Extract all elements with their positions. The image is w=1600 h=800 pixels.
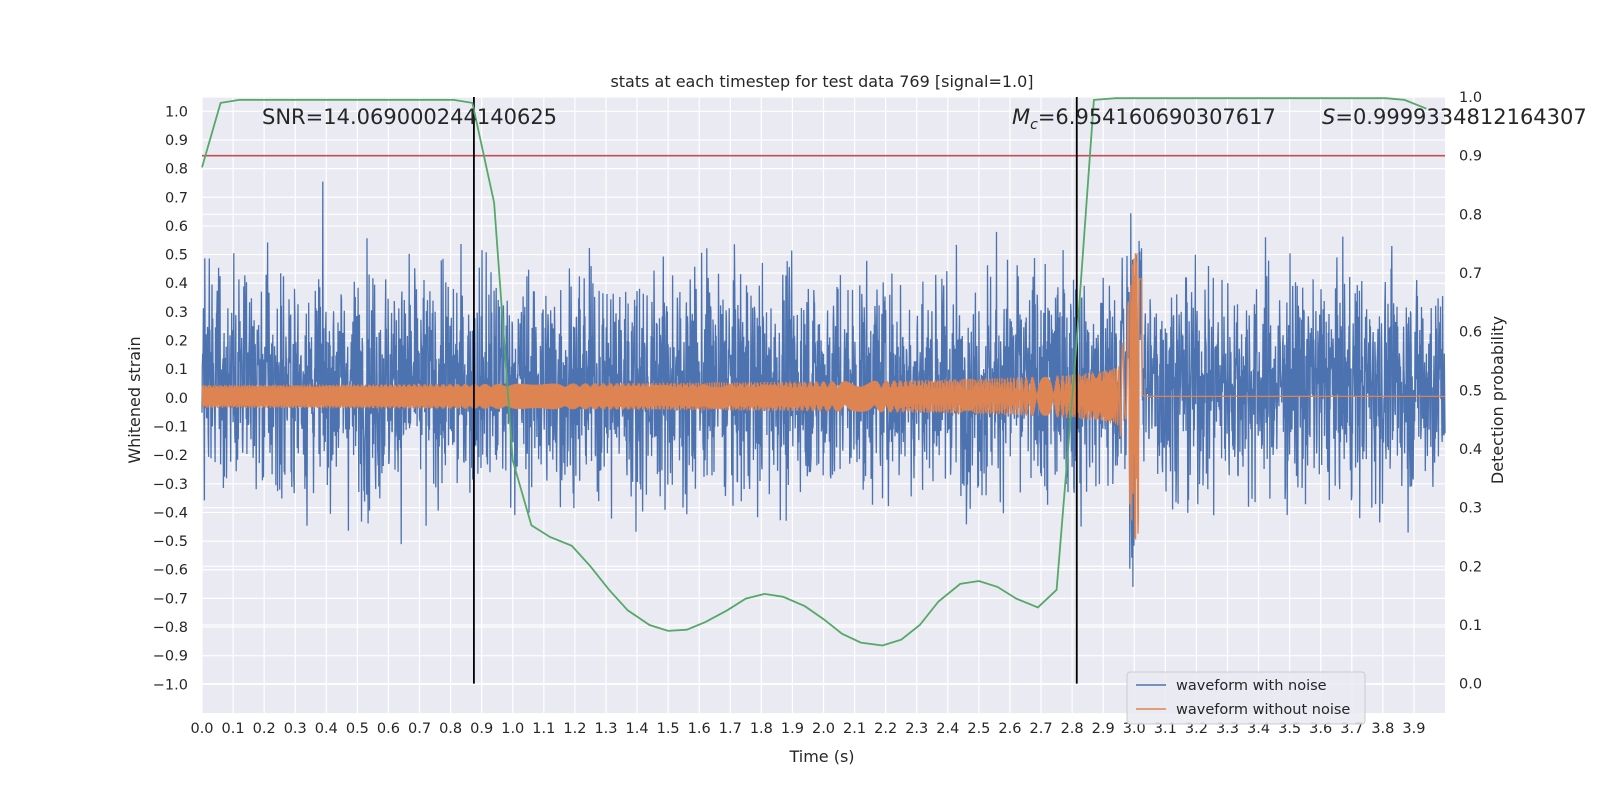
x-tick-label: 3.2 [1185,721,1208,737]
x-tick-label: 0.7 [408,721,431,737]
s-annotation: S=0.9999334812164307 [1322,105,1587,129]
y2-axis-label: Detection probability [1488,316,1507,484]
y-tick-label: −0.7 [153,591,188,607]
y2-tick-label: 0.3 [1459,501,1482,517]
x-tick-label: 0.8 [439,721,462,737]
y2-tick-label: 0.8 [1459,207,1482,223]
y-tick-label: 0.4 [165,276,188,292]
x-tick-label: 0.3 [284,721,307,737]
x-tick-label: 3.3 [1216,721,1239,737]
detection-probability-line [201,97,1427,647]
y-tick-labels: 1.0 0.9 0.8 0.7 0.6 0.5 0.4 0.3 0.2 0.1 0.0 −0.1 −0.… [153,104,188,693]
y-tick-label: −0.1 [153,419,188,435]
x-tick-label: 2.7 [1029,721,1052,737]
x-tick-label: 0.5 [346,721,369,737]
y2-tick-label: 1.0 [1459,90,1482,106]
x-tick-label: 1.0 [501,721,524,737]
y2-tick-label: 0.6 [1459,325,1482,341]
x-tick-labels: 0.0 0.1 0.2 0.3 0.4 0.5 0.6 0.7 0.8 0.9 1.0 1.1 1.2 1… [190,721,1425,737]
chart-title: stats at each timestep for test data 769… [610,72,1033,91]
x-tick-label: 1.6 [688,721,711,737]
y-tick-label: 0.3 [165,305,188,321]
waveform-with-noise-line [201,181,1446,587]
chirp-mass-value: =6.954160690307617 [1038,105,1276,129]
y2-tick-label: 0.7 [1459,266,1482,282]
legend: waveform with noise waveform without noi… [1126,671,1366,725]
x-tick-label: 0.0 [190,721,213,737]
x-tick-label: 2.8 [1061,721,1084,737]
y2-tick-label: 0.1 [1459,618,1482,634]
y-tick-label: 0.7 [165,190,188,206]
y-tick-label: 0.9 [165,133,188,149]
x-tick-label: 2.9 [1092,721,1115,737]
y2-tick-label: 0.2 [1459,559,1482,575]
y-tick-label: 0.6 [165,219,188,235]
y2-tick-labels: 1.0 0.9 0.8 0.7 0.6 0.5 0.4 0.3 0.2 0.1 0.0 [1459,90,1482,693]
x-tick-label: 0.4 [315,721,338,737]
y-tick-label: −0.2 [153,448,188,464]
x-tick-label: 1.2 [563,721,586,737]
y2-tick-label: 0.9 [1459,149,1482,165]
y-tick-label: −0.3 [153,477,188,493]
x-tick-label: 2.3 [905,721,928,737]
x-tick-label: 0.6 [377,721,400,737]
x-tick-label: 1.1 [532,721,555,737]
y2-tick-label: 0.0 [1459,677,1482,693]
x-tick-label: 3.4 [1247,721,1270,737]
y-tick-label: −0.5 [153,534,188,550]
y2-tick-label: 0.4 [1459,442,1482,458]
y-tick-label: −0.9 [153,649,188,665]
x-tick-label: 3.0 [1123,721,1146,737]
x-tick-label: 2.0 [812,721,835,737]
x-tick-label: 3.7 [1340,721,1363,737]
y-tick-label: −0.6 [153,563,188,579]
y-tick-label: 0.0 [165,391,188,407]
y2-tick-label: 0.5 [1459,383,1482,399]
x-tick-label: 0.9 [470,721,493,737]
x-tick-label: 1.4 [626,721,649,737]
x-tick-label: 1.7 [719,721,742,737]
x-tick-label: 3.5 [1278,721,1301,737]
y-tick-label: −0.8 [153,620,188,636]
y-tick-label: 1.0 [165,104,188,120]
s-value: =0.9999334812164307 [1335,105,1586,129]
chirp-mass-annotation: Mc=6.954160690307617 [1012,105,1276,133]
x-tick-label: 1.5 [657,721,680,737]
y-tick-label: 0.8 [165,162,188,178]
y-tick-label: 0.2 [165,334,188,350]
legend-label-noise: waveform with noise [1176,678,1327,694]
x-tick-label: 1.8 [750,721,773,737]
x-tick-label: 1.9 [781,721,804,737]
y-tick-label: −0.4 [153,505,188,521]
x-axis-label: Time (s) [788,747,854,766]
x-tick-label: 3.9 [1402,721,1425,737]
waveform-without-noise-line [201,253,1445,540]
y-tick-label: 0.1 [165,362,188,378]
chirp-mass-symbol: M [1012,105,1030,129]
x-tick-label: 2.4 [936,721,959,737]
chirp-mass-subscript: c [1030,117,1038,133]
x-tick-label: 2.1 [843,721,866,737]
x-tick-label: 2.6 [998,721,1021,737]
x-tick-label: 3.1 [1154,721,1177,737]
x-tick-label: 2.2 [874,721,897,737]
snr-annotation: SNR=14.069000244140625 [262,105,557,129]
s-symbol: S [1322,105,1335,129]
legend-box [1126,671,1366,725]
x-tick-label: 1.3 [594,721,617,737]
y-tick-label: 0.5 [165,248,188,264]
x-tick-label: 0.2 [253,721,276,737]
x-tick-label: 3.8 [1371,721,1394,737]
y-axis-label: Whitened strain [125,336,144,463]
legend-label-clean: waveform without noise [1176,702,1350,718]
x-tick-label: 3.6 [1309,721,1332,737]
y-tick-label: −1.0 [153,677,188,693]
x-tick-label: 2.5 [967,721,990,737]
x-tick-label: 0.1 [222,721,245,737]
